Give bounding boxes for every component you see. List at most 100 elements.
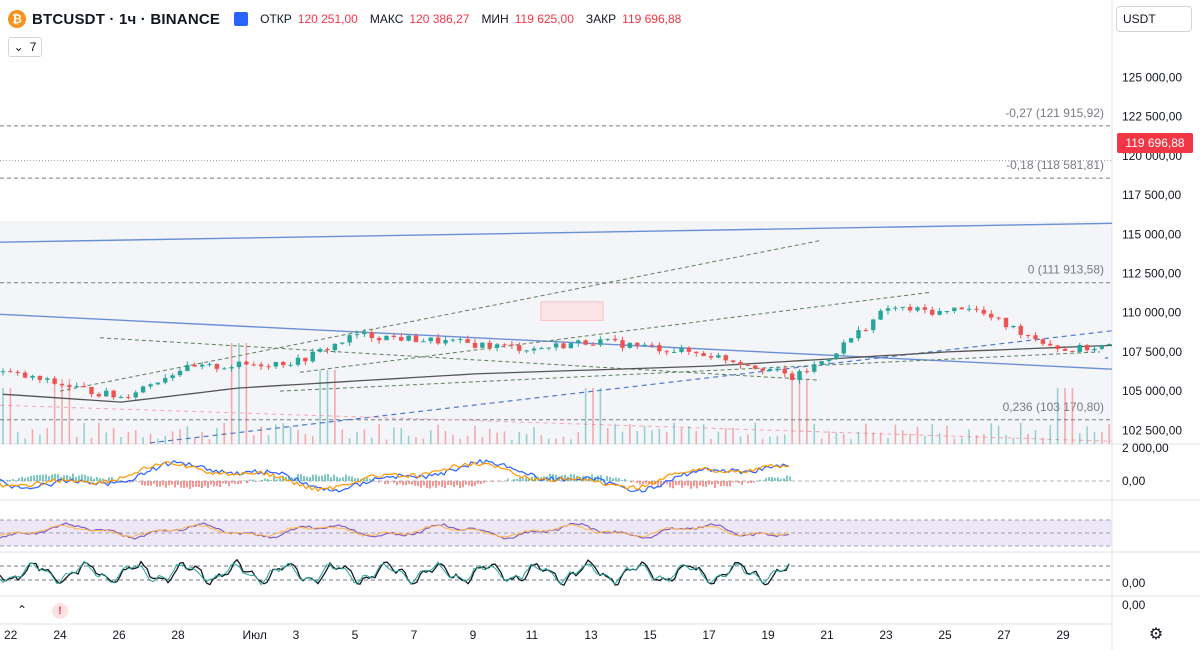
macd-histogram-bar xyxy=(150,481,152,486)
volume-bar xyxy=(732,427,734,444)
volume-bar xyxy=(791,379,793,444)
volume-bar xyxy=(1012,437,1015,444)
volume-bar xyxy=(31,429,34,444)
macd-histogram-bar xyxy=(633,481,635,482)
macd-histogram-bar xyxy=(672,481,674,489)
volume-bar xyxy=(282,423,285,444)
macd-histogram-bar xyxy=(333,474,335,481)
macd-histogram-bar xyxy=(369,478,371,481)
macd-histogram-bar xyxy=(285,476,287,481)
flag-icon[interactable] xyxy=(234,12,249,26)
symbol-title[interactable]: BTCUSDT · 1ч · BINANCE xyxy=(32,10,221,28)
macd-histogram-bar xyxy=(306,476,308,481)
macd-histogram-bar xyxy=(195,481,197,487)
warning-icon[interactable]: ! xyxy=(52,603,68,619)
volume-bar xyxy=(938,433,941,444)
volume-bar xyxy=(658,428,661,444)
chart-header: ₿ BTCUSDT · 1ч · BINANCE ОТКР 120 251,00… xyxy=(8,8,687,30)
volume-bar xyxy=(127,431,130,444)
channel-fill xyxy=(0,221,1112,444)
volume-bar xyxy=(488,428,491,444)
macd-histogram-bar xyxy=(129,481,131,483)
candle-body xyxy=(303,357,308,362)
volume-bar xyxy=(1078,433,1081,444)
volume-bar xyxy=(761,439,764,444)
candle-body xyxy=(133,392,138,398)
candle-body xyxy=(789,373,795,380)
macd-histogram-bar xyxy=(366,477,368,481)
volume-bar xyxy=(105,432,108,444)
macd-histogram-bar xyxy=(162,481,164,486)
macd-histogram-bar xyxy=(6,479,8,481)
volume-bar xyxy=(1101,432,1103,444)
volume-bar xyxy=(466,435,469,444)
macd-histogram-bar xyxy=(108,477,110,481)
volume-bar xyxy=(990,423,993,444)
macd-histogram-bar xyxy=(711,481,713,485)
volume-bar xyxy=(474,425,476,444)
candle-body xyxy=(826,359,832,362)
candle-body xyxy=(222,368,227,370)
candle-body xyxy=(664,351,669,353)
indicators-toggle-button[interactable]: ⌄ 7 xyxy=(8,37,42,57)
time-axis-label: 25 xyxy=(938,628,952,642)
macd-histogram-bar xyxy=(15,480,17,481)
volume-bar xyxy=(525,433,528,444)
high-label: МАКС xyxy=(369,12,404,26)
macd-histogram-bar xyxy=(675,481,677,486)
volume-bar xyxy=(1027,433,1029,444)
volume-bar xyxy=(90,437,93,444)
gear-icon[interactable]: ⚙ xyxy=(1148,626,1164,643)
volume-bar xyxy=(385,439,388,444)
macd-axis-label: 0,00 xyxy=(1122,474,1146,488)
candle-body xyxy=(443,339,448,344)
volume-bar xyxy=(828,431,830,444)
candle-body xyxy=(590,344,596,346)
candle-body xyxy=(885,308,891,311)
volume-bar xyxy=(304,434,307,444)
volume-bar xyxy=(179,429,181,444)
macd-histogram-bar xyxy=(471,481,473,487)
volume-bar xyxy=(452,434,454,444)
volume-bar xyxy=(953,438,956,444)
candle-body xyxy=(37,375,43,380)
moving-average-line xyxy=(2,344,1112,403)
candle-body xyxy=(384,335,389,341)
macd-histogram-bar xyxy=(177,481,179,485)
collapse-panes-button[interactable]: ⌃ xyxy=(10,601,34,619)
macd-histogram-bar xyxy=(255,481,257,482)
volume-bar xyxy=(835,432,838,444)
macd-histogram-bar xyxy=(327,473,329,481)
candle-body xyxy=(148,384,153,387)
macd-histogram-bar xyxy=(93,478,95,481)
currency-selector[interactable]: USDT xyxy=(1116,6,1192,32)
volume-bar xyxy=(83,423,85,444)
macd-histogram-bar xyxy=(549,473,551,481)
candle-body xyxy=(841,342,846,354)
macd-histogram-bar xyxy=(405,481,407,486)
macd-histogram-bar xyxy=(408,481,410,484)
volume-bar xyxy=(238,343,240,444)
close-label: ЗАКР xyxy=(585,12,617,26)
volume-bar xyxy=(1042,437,1044,444)
volume-bar xyxy=(533,427,535,444)
candle-body xyxy=(163,378,168,383)
macd-histogram-bar xyxy=(273,475,275,481)
macd-histogram-bar xyxy=(705,481,707,487)
candle-body xyxy=(708,356,714,358)
candle-body xyxy=(922,307,928,310)
macd-histogram-bar xyxy=(279,478,281,481)
macd-histogram-bar xyxy=(645,481,647,484)
trendline-dashed-green xyxy=(299,291,931,373)
macd-histogram-bar xyxy=(624,478,626,481)
volume-bar xyxy=(555,438,557,444)
volume-bar xyxy=(252,435,255,444)
macd-histogram-bar xyxy=(48,476,50,481)
macd-histogram-bar xyxy=(318,476,320,481)
macd-line xyxy=(0,458,790,493)
volume-bar xyxy=(68,379,71,444)
candle-body xyxy=(67,385,72,388)
macd-histogram-bar xyxy=(516,478,518,481)
macd-histogram-bar xyxy=(282,476,284,481)
